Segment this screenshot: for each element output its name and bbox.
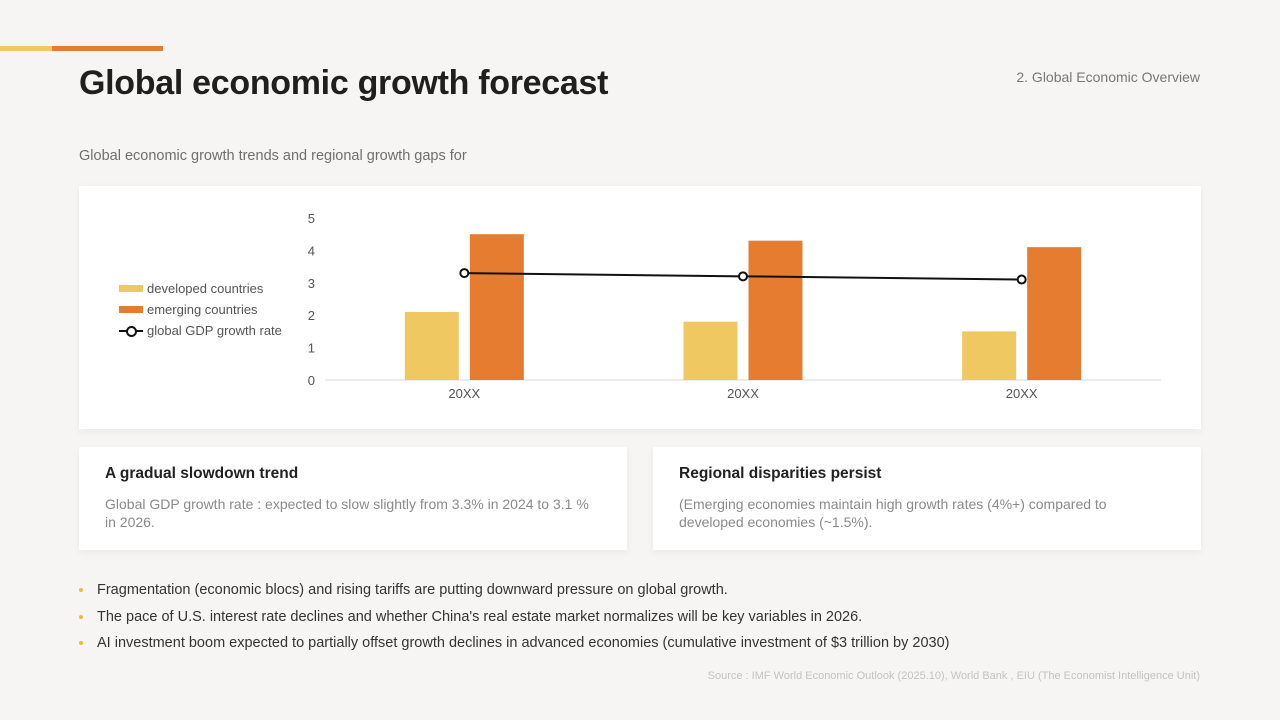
insight-card-title: A gradual slowdown trend bbox=[105, 465, 299, 482]
chart-card: 0 1 2 3 4 5 20XX 20XX 20XX developed countries e… bbox=[79, 186, 1201, 429]
y-tick-label: 0 bbox=[308, 373, 315, 388]
bar-developed bbox=[962, 331, 1017, 380]
global-gdp-point bbox=[738, 271, 748, 282]
insight-card-slowdown: A gradual slowdown trend Global GDP grow… bbox=[79, 447, 627, 550]
legend-label-emerging: emerging countries bbox=[147, 302, 258, 317]
bar-emerging bbox=[469, 234, 524, 380]
y-tick-label: 1 bbox=[308, 341, 315, 356]
legend-item-emerging: emerging countries bbox=[119, 299, 282, 320]
bar-emerging bbox=[1027, 247, 1082, 380]
key-points-list: Fragmentation (economic blocs) and risin… bbox=[79, 580, 949, 660]
global-gdp-point bbox=[1016, 274, 1027, 285]
section-label: 2. Global Economic Overview bbox=[1016, 69, 1200, 85]
x-tick-label: 20XX bbox=[448, 386, 480, 401]
legend-swatch-emerging bbox=[119, 306, 143, 313]
bar-emerging bbox=[748, 240, 803, 380]
legend-item-global-gdp: global GDP growth rate bbox=[119, 320, 282, 341]
list-item: The pace of U.S. interest rate declines … bbox=[79, 607, 949, 634]
y-tick-label: 4 bbox=[308, 243, 315, 258]
legend-label-developed: developed countries bbox=[147, 281, 264, 296]
bar-developed bbox=[404, 311, 459, 380]
legend-label-global-gdp: global GDP growth rate bbox=[147, 323, 282, 338]
bullet-dot bbox=[79, 614, 83, 619]
y-tick-label: 3 bbox=[308, 276, 315, 291]
list-item: AI investment boom expected to partially… bbox=[79, 633, 949, 660]
insight-card-title: Regional disparities persist bbox=[679, 465, 882, 482]
insight-card-disparities: Regional disparities persist (Emerging e… bbox=[653, 447, 1201, 550]
list-item-text: AI investment boom expected to partially… bbox=[97, 635, 950, 651]
accent-bar-dark bbox=[52, 46, 163, 51]
accent-bar bbox=[0, 46, 163, 51]
legend-item-developed: developed countries bbox=[119, 278, 282, 299]
bullet-dot bbox=[79, 641, 83, 645]
bar-developed bbox=[683, 321, 738, 380]
x-tick-label: 20XX bbox=[727, 386, 759, 401]
source-note: Source : IMF World Economic Outlook (202… bbox=[707, 670, 1200, 682]
x-tick-label: 20XX bbox=[1006, 386, 1038, 401]
y-tick-label: 2 bbox=[308, 308, 315, 323]
y-tick-label: 5 bbox=[308, 211, 315, 226]
chart-legend: developed countries emerging countries g… bbox=[119, 278, 282, 341]
insight-card-body: Global GDP growth rate : expected to slo… bbox=[105, 496, 589, 530]
insight-card-body: (Emerging economies maintain high growth… bbox=[679, 496, 1107, 530]
legend-swatch-global-gdp bbox=[119, 325, 143, 337]
legend-swatch-developed bbox=[119, 285, 143, 292]
accent-bar-light bbox=[0, 46, 52, 51]
list-item-text: The pace of U.S. interest rate declines … bbox=[97, 608, 863, 625]
list-item: Fragmentation (economic blocs) and risin… bbox=[79, 580, 949, 607]
page-title: Global economic growth forecast bbox=[79, 64, 609, 102]
bullet-dot bbox=[79, 588, 83, 592]
global-gdp-point bbox=[459, 268, 470, 279]
list-item-text: Fragmentation (economic blocs) and risin… bbox=[97, 582, 728, 598]
page-subtitle: Global economic growth trends and region… bbox=[79, 148, 467, 164]
bar-line-chart: 0 1 2 3 4 5 20XX 20XX 20XX bbox=[308, 211, 1161, 401]
